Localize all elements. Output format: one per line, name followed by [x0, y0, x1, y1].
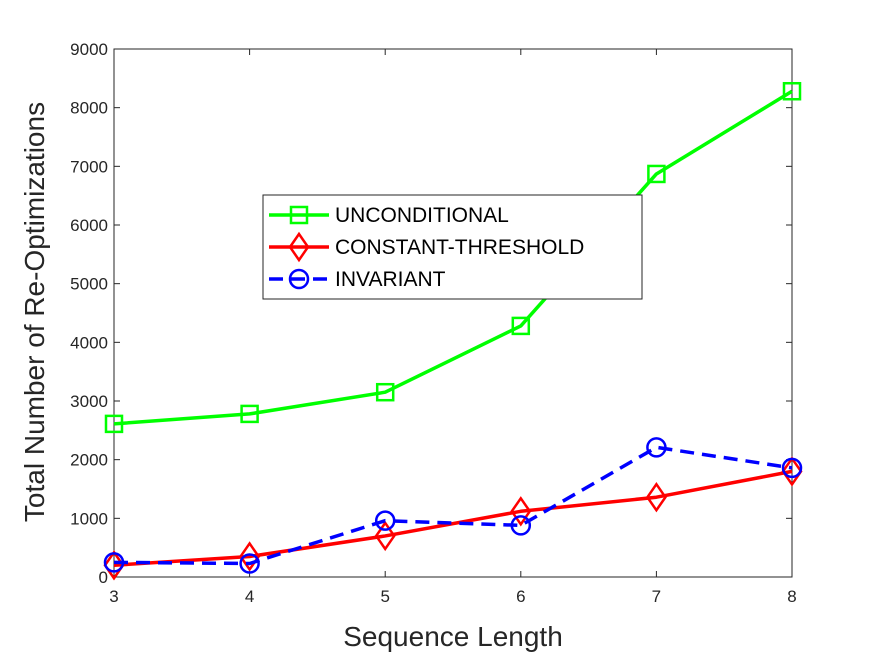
y-tick-label: 9000: [70, 40, 108, 59]
x-axis-title: Sequence Length: [343, 621, 563, 652]
data-point-constant-threshold: [239, 541, 261, 572]
y-tick-label: 7000: [70, 157, 108, 176]
x-tick-label: 5: [380, 587, 389, 606]
y-tick-label: 5000: [70, 275, 108, 294]
legend-marker-invariant: [288, 268, 310, 290]
data-point-constant-threshold: [781, 456, 803, 487]
data-point-invariant: [510, 515, 532, 536]
y-tick-label: 2000: [70, 451, 108, 470]
legend-item-invariant: INVARIANT: [269, 268, 446, 291]
series-line-invariant: [113, 445, 793, 566]
x-tick-label: 6: [516, 587, 525, 606]
series-unconditional: [104, 81, 802, 434]
data-point-unconditional: [647, 164, 666, 184]
legend-label-invariant: INVARIANT: [335, 268, 446, 291]
data-point-constant-threshold: [645, 482, 667, 513]
axes: 3 4 5 6 7 8 0 1000 2000 3000 4000 5000 6000 7000 8000 9…: [70, 40, 797, 606]
series-line-constant-threshold: [113, 469, 793, 568]
y-axis-title: Total Number of Re-Optimizations: [19, 102, 50, 522]
series-layer: [103, 81, 803, 581]
x-tick-label: 4: [245, 587, 254, 606]
y-tick-label: 1000: [70, 509, 108, 528]
y-tick-label: 0: [99, 568, 108, 587]
legend-label-constant-threshold: CONSTANT-THRESHOLD: [335, 236, 584, 259]
legend-item-unconditional: UNCONDITIONAL: [269, 204, 509, 227]
legend: UNCONDITIONAL CONSTANT-THRESHOLD INVARIANT: [262, 194, 643, 300]
plot-area-frame: [113, 48, 793, 578]
y-tick-label: 6000: [70, 216, 108, 235]
data-point-invariant: [646, 437, 667, 458]
x-tick-label: 8: [787, 587, 796, 606]
data-point-unconditional: [782, 81, 802, 101]
series-line-unconditional: [113, 89, 793, 426]
data-point-invariant: [239, 553, 260, 574]
data-point-constant-threshold: [374, 520, 396, 552]
y-tick-label: 8000: [70, 99, 108, 118]
series-invariant: [103, 437, 803, 574]
legend-marker-constant-threshold: [288, 231, 310, 263]
y-tick-label: 3000: [70, 392, 108, 411]
legend-item-constant-threshold: CONSTANT-THRESHOLD: [269, 231, 584, 263]
data-point-unconditional: [104, 414, 124, 434]
data-point-unconditional: [375, 382, 395, 402]
legend-label-unconditional: UNCONDITIONAL: [335, 204, 509, 227]
legend-marker-unconditional: [289, 205, 309, 225]
x-tick-label: 7: [652, 587, 661, 606]
y-tick-label: 4000: [70, 333, 108, 352]
x-tick-label: 3: [109, 587, 118, 606]
data-point-invariant: [103, 552, 125, 573]
data-point-unconditional: [511, 316, 531, 336]
data-point-invariant: [374, 510, 396, 531]
data-point-constant-threshold: [510, 496, 532, 527]
series-constant-threshold: [103, 456, 803, 581]
data-point-invariant: [781, 457, 803, 479]
data-point-unconditional: [240, 404, 259, 424]
